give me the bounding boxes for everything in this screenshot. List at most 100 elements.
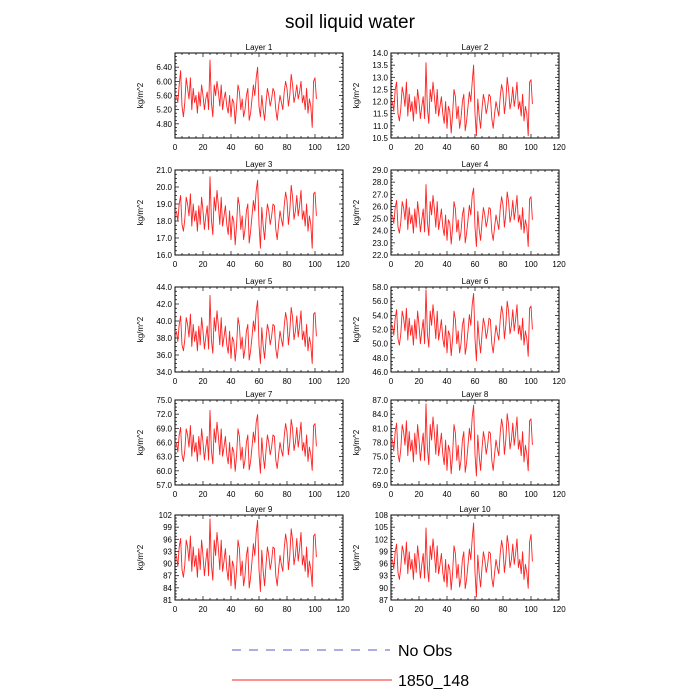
x-tick-label: 120 [552, 260, 566, 269]
y-tick-label: 84.0 [372, 410, 388, 419]
y-tick-label: 12.5 [372, 85, 388, 94]
y-tick-label: 58.0 [372, 283, 388, 292]
series-line [175, 409, 317, 474]
x-tick-label: 0 [389, 377, 394, 386]
x-tick-label: 80 [283, 143, 292, 152]
legend: No Obs 1850_148 [232, 643, 469, 690]
x-tick-label: 40 [227, 260, 236, 269]
x-tick-label: 0 [389, 260, 394, 269]
y-tick-label: 63.0 [156, 453, 172, 462]
y-tick-label: 72.0 [156, 410, 172, 419]
y-axis-label: kg/m^2 [136, 82, 145, 108]
y-tick-label: 4.80 [156, 120, 172, 129]
x-tick-label: 120 [552, 490, 566, 499]
x-tick-label: 0 [173, 143, 178, 152]
y-tick-label: 75.0 [156, 396, 172, 405]
y-tick-label: 26.0 [372, 202, 388, 211]
x-tick-label: 20 [415, 143, 424, 152]
panel-layer-3: Layer 3 kg/m^2 0 20 40 60 80 100 120 16.0 17.0 18.0… [136, 160, 350, 269]
x-tick-label: 80 [499, 143, 508, 152]
series-line [175, 518, 317, 592]
legend-label-no-obs: No Obs [398, 643, 452, 660]
panel-layer-7: Layer 7 kg/m^2 0 20 40 60 80 100 120 57.0 60.0 63.0… [136, 390, 350, 499]
y-axis-label: kg/m^2 [136, 199, 145, 225]
x-tick-label: 60 [255, 490, 264, 499]
x-tick-label: 100 [308, 260, 322, 269]
y-tick-label: 84 [163, 584, 172, 593]
x-tick-label: 60 [471, 490, 480, 499]
x-tick-label: 0 [173, 605, 178, 614]
x-tick-label: 40 [227, 605, 236, 614]
series-line [175, 295, 317, 364]
figure-title: soil liquid water [285, 12, 416, 33]
y-tick-label: 38.0 [156, 334, 172, 343]
y-tick-label: 5.60 [156, 92, 172, 101]
y-tick-label: 27.0 [372, 190, 388, 199]
x-tick-label: 20 [199, 490, 208, 499]
x-tick-label: 80 [283, 377, 292, 386]
y-tick-label: 10.5 [372, 134, 388, 143]
x-tick-label: 0 [389, 605, 394, 614]
x-tick-label: 120 [552, 377, 566, 386]
x-tick-label: 100 [524, 490, 538, 499]
y-tick-label: 40.0 [156, 317, 172, 326]
y-tick-label: 90 [163, 560, 172, 569]
y-tick-label: 81.0 [372, 424, 388, 433]
x-tick-label: 100 [524, 260, 538, 269]
y-tick-label: 54.0 [372, 311, 388, 320]
series-line [391, 403, 533, 477]
y-tick-label: 48.0 [372, 354, 388, 363]
x-tick-label: 60 [255, 377, 264, 386]
y-tick-label: 20.0 [156, 183, 172, 192]
y-axis-label: kg/m^2 [136, 544, 145, 570]
series-line [391, 522, 533, 598]
y-tick-label: 12.0 [372, 98, 388, 107]
series-line [391, 184, 533, 247]
y-tick-label: 81 [163, 596, 172, 605]
x-tick-label: 20 [415, 377, 424, 386]
y-tick-label: 87.0 [372, 396, 388, 405]
x-tick-label: 80 [499, 260, 508, 269]
panel-layer-2: Layer 2 kg/m^2 0 20 40 60 80 100 120 10.5 11.0 11.5… [352, 43, 566, 152]
y-tick-label: 78.0 [372, 439, 388, 448]
panel-layer-5: Layer 5 kg/m^2 0 20 40 60 80 100 120 34.0 36.0 38.0… [136, 277, 350, 386]
x-tick-label: 80 [283, 605, 292, 614]
x-tick-label: 100 [308, 377, 322, 386]
x-tick-label: 100 [524, 605, 538, 614]
panel-layer-10: Layer 10 kg/m^2 0 20 40 60 80 100 120 87 90 93 96 99 1… [352, 505, 566, 614]
y-tick-label: 6.40 [156, 63, 172, 72]
x-tick-label: 40 [443, 260, 452, 269]
y-tick-label: 22.0 [372, 251, 388, 260]
panel-title: Layer 2 [462, 43, 489, 52]
x-tick-label: 120 [336, 490, 350, 499]
y-axis-label: kg/m^2 [352, 199, 361, 225]
panel-title: Layer 7 [246, 390, 273, 399]
y-tick-label: 16.0 [156, 251, 172, 260]
panel-layer-8: Layer 8 kg/m^2 0 20 40 60 80 100 120 69.0 72.0 75.0… [352, 390, 566, 499]
y-tick-label: 99 [379, 547, 388, 556]
x-tick-label: 0 [173, 377, 178, 386]
y-tick-label: 87 [163, 572, 172, 581]
x-tick-label: 40 [227, 377, 236, 386]
panels: Layer 1 kg/m^2 0 20 40 60 80 100 120 4.80 5.20 5.60… [136, 43, 566, 614]
x-tick-label: 80 [283, 490, 292, 499]
x-tick-label: 100 [524, 377, 538, 386]
y-tick-label: 102 [159, 511, 173, 520]
x-tick-label: 20 [199, 605, 208, 614]
y-tick-label: 93 [163, 547, 172, 556]
x-tick-label: 20 [199, 260, 208, 269]
y-tick-label: 46.0 [372, 368, 388, 377]
y-tick-label: 56.0 [372, 297, 388, 306]
y-tick-label: 52.0 [372, 326, 388, 335]
y-tick-label: 69.0 [372, 481, 388, 490]
panel-layer-1: Layer 1 kg/m^2 0 20 40 60 80 100 120 4.80 5.20 5.60… [136, 43, 350, 152]
y-tick-label: 23.0 [372, 239, 388, 248]
y-tick-label: 25.0 [372, 215, 388, 224]
y-tick-label: 93 [379, 572, 388, 581]
panel-title: Layer 4 [462, 160, 489, 169]
y-tick-label: 29.0 [372, 166, 388, 175]
panel-title: Layer 10 [459, 505, 491, 514]
x-tick-label: 0 [173, 490, 178, 499]
y-tick-label: 90 [379, 584, 388, 593]
y-tick-label: 14.0 [372, 49, 388, 58]
